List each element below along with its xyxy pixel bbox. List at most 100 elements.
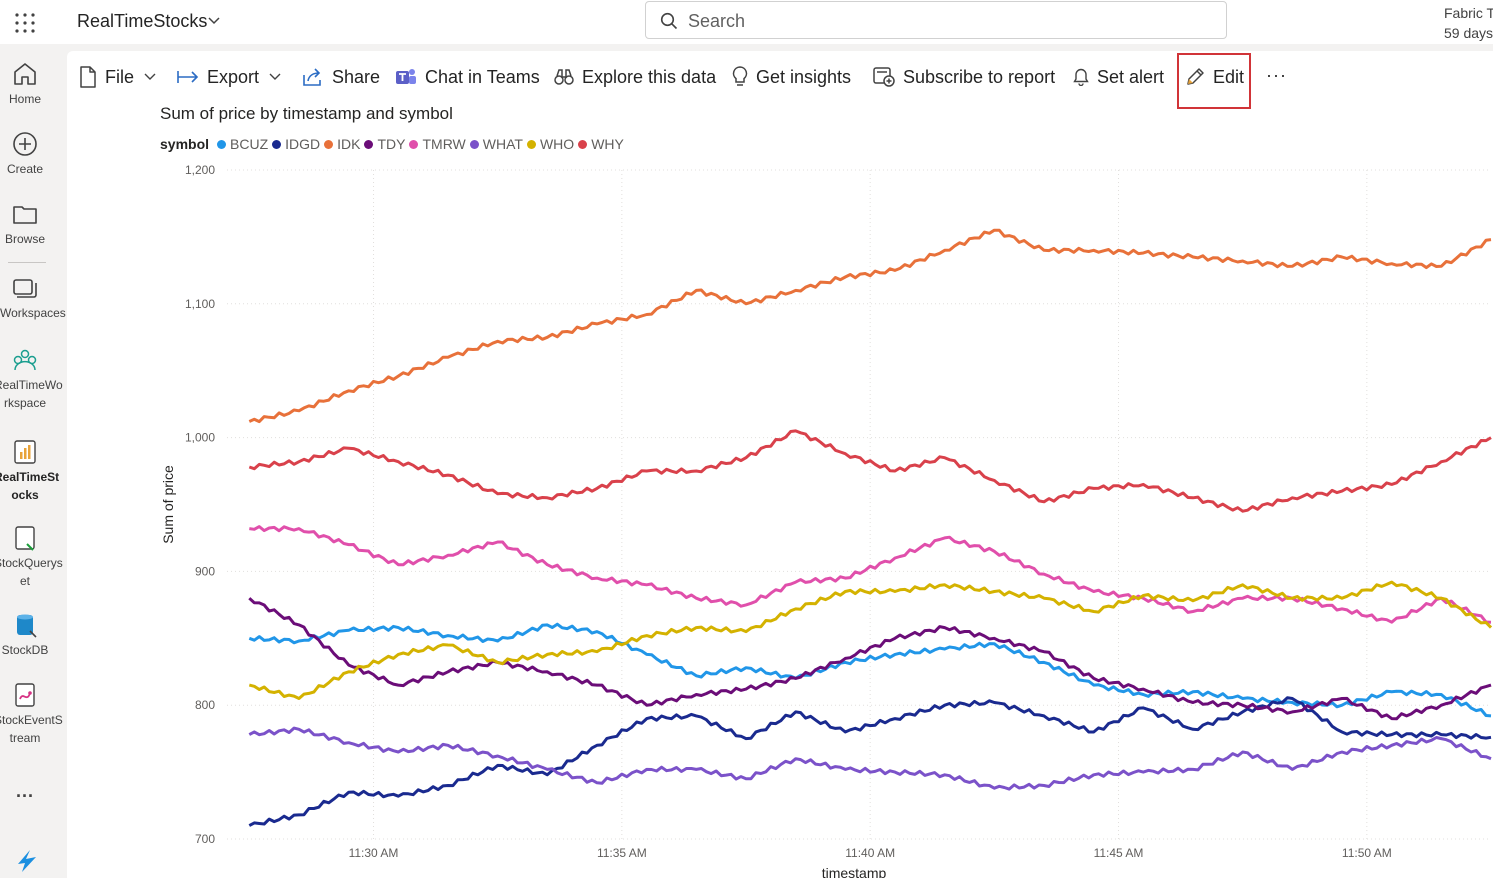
- series-line-what[interactable]: [248, 726, 1492, 791]
- export-menu[interactable]: Export: [177, 64, 281, 90]
- nav-more-button[interactable]: ...: [15, 781, 34, 801]
- nav-stock-db[interactable]: StockDB: [0, 611, 50, 659]
- series-line-idgd[interactable]: [248, 696, 1492, 827]
- x-axis-title: timestamp: [822, 865, 887, 878]
- teams-icon: [396, 69, 416, 84]
- series-line-tdy[interactable]: [248, 597, 1492, 721]
- trial-days: 59 days left: [1444, 25, 1493, 41]
- chevron-down-icon[interactable]: [208, 16, 220, 26]
- app-launcher-icon[interactable]: [14, 12, 36, 34]
- nav-stock-queryset[interactable]: StockQuerys et: [0, 524, 63, 590]
- x-tick-label: 11:35 AM: [597, 846, 647, 860]
- top-bar: RealTimeStocks Fabric Trial: 59 days lef…: [0, 0, 1493, 44]
- alert-label: Set alert: [1097, 66, 1165, 87]
- trial-label: Fabric Trial:: [1444, 5, 1493, 21]
- legend-label: TDY: [377, 136, 406, 152]
- more-options-button[interactable]: ···: [1266, 64, 1287, 85]
- x-tick-label: 11:50 AM: [1342, 846, 1392, 860]
- edit-label: Edit: [1213, 66, 1245, 87]
- legend-dot: [469, 139, 479, 149]
- legend-label: BCUZ: [230, 136, 269, 152]
- legend-label: WHO: [539, 136, 575, 152]
- nav-browse[interactable]: Browse: [0, 200, 50, 248]
- nav-label: Browse: [4, 232, 45, 246]
- series-line-why[interactable]: [248, 429, 1492, 513]
- series-line-who[interactable]: [248, 580, 1493, 700]
- nav-realtime-stocks[interactable]: RealTimeSt ocks: [0, 438, 59, 504]
- y-tick-label: 1,000: [185, 431, 215, 445]
- insights-label: Get insights: [756, 66, 852, 87]
- legend-label: TMRW: [422, 136, 466, 152]
- legend-item-why[interactable]: WHY: [578, 136, 624, 152]
- subscribe-label: Subscribe to report: [903, 66, 1056, 87]
- trial-status[interactable]: Fabric Trial: 59 days left: [1444, 3, 1493, 43]
- file-icon: [80, 66, 96, 88]
- search-icon: [660, 12, 678, 30]
- file-menu[interactable]: File: [79, 64, 156, 90]
- get-insights-button[interactable]: Get insights: [732, 64, 851, 90]
- series-line-tmrw[interactable]: [249, 525, 1492, 624]
- legend-dot: [364, 139, 374, 149]
- nav-realtime-workspace[interactable]: RealTimeWo rkspace: [0, 346, 63, 412]
- share-button[interactable]: Share: [302, 64, 380, 90]
- fabric-icon[interactable]: [12, 846, 40, 874]
- legend-item-bcuz[interactable]: BCUZ: [217, 136, 268, 152]
- nav-home[interactable]: Home: [0, 60, 50, 108]
- nav-label: Create: [6, 162, 44, 176]
- edit-button[interactable]: Edit: [1185, 64, 1244, 90]
- legend-item-tmrw[interactable]: TMRW: [409, 136, 466, 152]
- nav-label: RealTimeSt ocks: [0, 470, 60, 502]
- chat-label: Chat in Teams: [425, 66, 540, 87]
- nav-workspaces[interactable]: Workspaces: [0, 274, 66, 322]
- database-icon: [17, 614, 37, 638]
- legend-label: IDK: [337, 136, 361, 152]
- legend-label: IDGD: [285, 136, 321, 152]
- legend-item-idgd[interactable]: IDGD: [272, 136, 320, 152]
- search-input[interactable]: [686, 7, 1210, 35]
- report-canvas: File Export Share Chat in Teams Explore …: [67, 51, 1493, 878]
- y-tick-label: 700: [195, 832, 215, 846]
- workspaces-icon: [13, 279, 37, 298]
- nav-stock-eventstream[interactable]: StockEventS tream: [0, 681, 63, 747]
- create-icon: [13, 132, 37, 156]
- chart-title: Sum of price by timestamp and symbol: [160, 104, 453, 123]
- y-tick-label: 900: [195, 564, 215, 578]
- subscribe-icon: [873, 67, 895, 87]
- explore-data-button[interactable]: Explore this data: [554, 64, 716, 90]
- search-box[interactable]: [645, 1, 1227, 39]
- chevron-down-icon: [144, 73, 156, 80]
- y-tick-label: 800: [195, 698, 215, 712]
- series-line-bcuz[interactable]: [248, 622, 1492, 718]
- y-axis-title: Sum of price: [160, 465, 176, 544]
- eventstream-icon: [15, 683, 35, 707]
- y-tick-label: 1,200: [185, 163, 215, 177]
- legend-dot: [272, 139, 282, 149]
- nav-create[interactable]: Create: [0, 130, 50, 178]
- queryset-icon: [15, 526, 35, 551]
- nav-label: Workspaces: [0, 306, 66, 320]
- legend-label: WHY: [591, 136, 624, 152]
- chevron-down-icon: [269, 73, 281, 80]
- subscribe-button[interactable]: Subscribe to report: [873, 64, 1055, 90]
- explore-label: Explore this data: [582, 66, 717, 87]
- chat-in-teams-button[interactable]: Chat in Teams: [395, 64, 540, 90]
- nav-label: Home: [8, 92, 41, 106]
- legend-item-tdy[interactable]: TDY: [364, 136, 405, 152]
- file-label: File: [105, 66, 135, 87]
- rail-divider: [8, 262, 46, 263]
- report-icon: [14, 440, 36, 464]
- export-label: Export: [207, 66, 260, 87]
- legend-dot: [217, 139, 227, 149]
- app-name[interactable]: RealTimeStocks: [77, 11, 208, 31]
- report-toolbar: File Export Share Chat in Teams Explore …: [67, 51, 1493, 109]
- legend-item-idk[interactable]: IDK: [324, 136, 360, 152]
- series-line-idk[interactable]: [248, 228, 1492, 424]
- legend-item-what[interactable]: WHAT: [469, 136, 523, 152]
- line-chart[interactable]: 700 800 900 1,000 1,100 1,200 11:30 AM 11:35 AM…: [67, 51, 1493, 878]
- set-alert-button[interactable]: Set alert: [1073, 64, 1164, 90]
- legend-items: BCUZ IDGD IDK TDY TMRW WHAT WHO WHY: [217, 136, 628, 152]
- browse-icon: [13, 206, 37, 224]
- chart-legend: symbol BCUZ IDGD IDK TDY TMRW WHAT WHO WHY: [160, 136, 628, 152]
- edit-highlight-box: [1177, 53, 1251, 109]
- legend-item-who[interactable]: WHO: [526, 136, 575, 152]
